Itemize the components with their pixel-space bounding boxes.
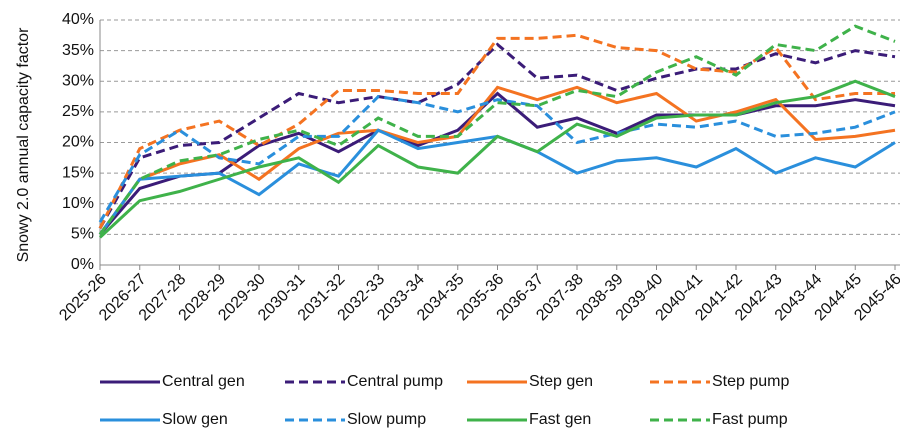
legend-label: Fast gen xyxy=(529,411,591,428)
legend-label: Slow gen xyxy=(162,411,228,428)
y-axis-label: Snowy 2.0 annual capacity factor xyxy=(15,27,32,262)
legend-label: Slow pump xyxy=(347,411,426,428)
y-tick-label: 5% xyxy=(71,226,94,243)
series-line xyxy=(98,94,896,223)
legend-label: Fast pump xyxy=(712,411,788,428)
y-tick-label: 35% xyxy=(62,42,94,59)
legend-label: Central gen xyxy=(162,373,245,390)
series-line xyxy=(98,79,896,239)
series-line xyxy=(98,91,896,236)
series-line xyxy=(98,42,896,229)
y-tick-label: 10% xyxy=(62,195,94,212)
series-line xyxy=(98,85,896,236)
y-tick-label: 30% xyxy=(62,72,94,89)
y-tick-label: 20% xyxy=(62,134,94,151)
series-line xyxy=(98,33,895,229)
legend-label: Step gen xyxy=(529,373,593,390)
y-tick-label: 25% xyxy=(62,103,94,120)
y-tick-label: 40% xyxy=(62,11,94,28)
legend-label: Central pump xyxy=(347,373,443,390)
y-tick-label: 15% xyxy=(62,164,94,181)
y-tick-label: 0% xyxy=(71,256,94,273)
series-line xyxy=(98,24,896,236)
legend-label: Step pump xyxy=(712,373,789,390)
series-line xyxy=(98,128,896,236)
